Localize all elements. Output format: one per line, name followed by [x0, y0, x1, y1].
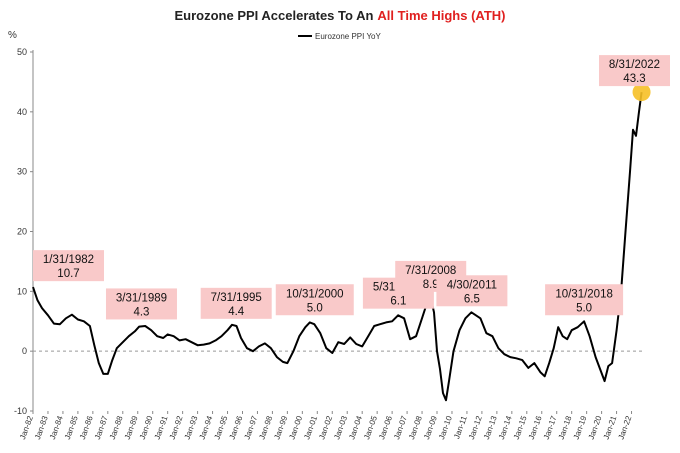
chart-title: Eurozone PPI Accelerates To An All Time H…: [175, 8, 506, 23]
chart-title-text: Eurozone PPI Accelerates To An: [175, 8, 374, 23]
legend-label: Eurozone PPI YoY: [315, 32, 381, 41]
ath-highlight-marker: [632, 83, 651, 102]
legend: Eurozone PPI YoY: [298, 32, 381, 41]
annotation-date: 7/31/1995: [211, 292, 262, 304]
annotation-box: [436, 275, 508, 307]
annotation-box: [599, 55, 670, 87]
series-line: [32, 91, 643, 402]
annotation-value: 43.3: [623, 73, 645, 85]
annotation-date: 8/31/2022: [609, 59, 660, 71]
annotation-box: [200, 287, 272, 319]
annotation-value: 8.9: [423, 279, 439, 291]
annotation-date: 4/30/2011: [447, 279, 497, 291]
annotation-date: 10/31/2000: [286, 288, 344, 300]
annotation-box: [545, 284, 624, 316]
y-tick-label: 20: [17, 227, 27, 237]
annotation-value: 5.0: [576, 302, 592, 314]
y-tick-label: 40: [17, 107, 27, 117]
annotation-box: [105, 288, 177, 320]
annotation-date: 3/31/1989: [116, 292, 167, 304]
y-tick-label: 30: [17, 167, 27, 177]
axes: -1001020304050Jan-82Jan-83Jan-84Jan-85Ja…: [14, 47, 645, 441]
y-tick-label: -10: [14, 406, 27, 416]
annotation-date: 10/31/2018: [555, 288, 613, 300]
annotations: 1/31/1982 10.7 3/31/1989 4.3 7/31/1995 4.4 10/…: [33, 55, 670, 320]
annotation-date: 1/31/1982: [43, 254, 94, 266]
annotation-box: [33, 250, 104, 282]
annotation-value: 10.7: [57, 268, 79, 280]
y-tick-label: 50: [17, 47, 27, 57]
y-tick-label: 10: [17, 286, 27, 296]
annotation-box: [275, 284, 354, 316]
annotation-value: 4.4: [228, 306, 245, 318]
annotation-value: 6.1: [390, 296, 406, 308]
annotation-value: 6.5: [464, 293, 480, 305]
annotation-value: 5.0: [307, 302, 323, 314]
y-axis-unit: %: [8, 30, 17, 41]
annotation-date: 7/31/2008: [405, 265, 456, 277]
y-tick-label: 0: [22, 346, 27, 356]
x-tick-label: Jan-22: [617, 414, 634, 441]
annotation-value: 4.3: [133, 306, 149, 318]
series: [32, 91, 643, 402]
chart-title-highlight: All Time Highs (ATH): [377, 8, 505, 23]
